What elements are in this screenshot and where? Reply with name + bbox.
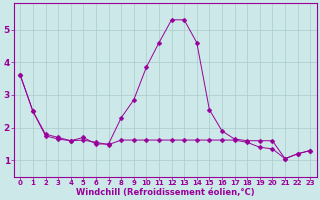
X-axis label: Windchill (Refroidissement éolien,°C): Windchill (Refroidissement éolien,°C) [76,188,255,197]
